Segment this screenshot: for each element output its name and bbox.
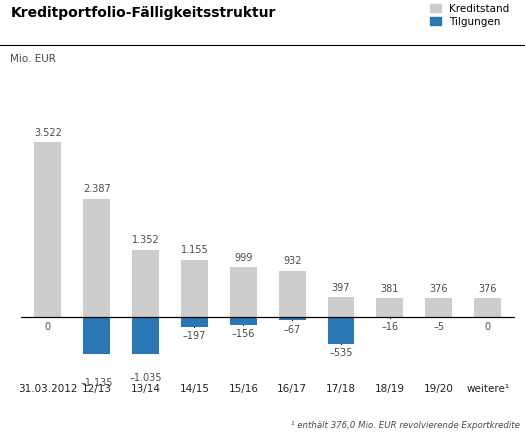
Text: 381: 381 (381, 284, 399, 294)
Text: Mio. EUR: Mio. EUR (10, 54, 56, 64)
Text: –67: –67 (284, 325, 301, 335)
Bar (181, 317, 208, 327)
Bar (328, 297, 354, 317)
Bar (425, 299, 452, 317)
Bar (230, 267, 257, 317)
Bar (83, 317, 110, 373)
Bar (376, 298, 403, 317)
Bar (132, 317, 159, 368)
Text: 932: 932 (283, 256, 301, 266)
Text: –1.035: –1.035 (129, 373, 162, 383)
Text: –197: –197 (183, 331, 206, 341)
Bar (279, 271, 306, 317)
Bar (328, 317, 354, 343)
Text: 2.387: 2.387 (83, 184, 111, 194)
Bar (474, 299, 501, 317)
Text: 3.522: 3.522 (34, 128, 62, 138)
Text: 397: 397 (332, 283, 350, 293)
Text: Kreditportfolio-Fälligkeitsstruktur: Kreditportfolio-Fälligkeitsstruktur (10, 6, 276, 20)
Bar (181, 260, 208, 317)
Bar (83, 199, 110, 317)
Legend: Kreditstand, Tilgungen: Kreditstand, Tilgungen (430, 3, 509, 27)
Text: 376: 376 (478, 284, 497, 294)
Text: ¹ enthält 376,0 Mio. EUR revolvierende Exportkredite: ¹ enthält 376,0 Mio. EUR revolvierende E… (291, 421, 520, 430)
Bar (376, 317, 403, 318)
Text: –5: –5 (433, 322, 444, 332)
Text: 1.352: 1.352 (132, 235, 160, 245)
Text: 999: 999 (234, 253, 253, 263)
Text: –535: –535 (329, 348, 353, 358)
Text: 0: 0 (485, 321, 491, 331)
Text: 1.155: 1.155 (181, 245, 208, 255)
Bar (279, 317, 306, 321)
Text: 0: 0 (45, 321, 51, 331)
Text: 376: 376 (429, 284, 448, 294)
Bar (132, 250, 159, 317)
Text: –16: –16 (381, 322, 398, 332)
Bar (230, 317, 257, 325)
Bar (35, 142, 61, 317)
Text: –156: –156 (232, 329, 255, 339)
Text: –1.135: –1.135 (80, 378, 113, 388)
